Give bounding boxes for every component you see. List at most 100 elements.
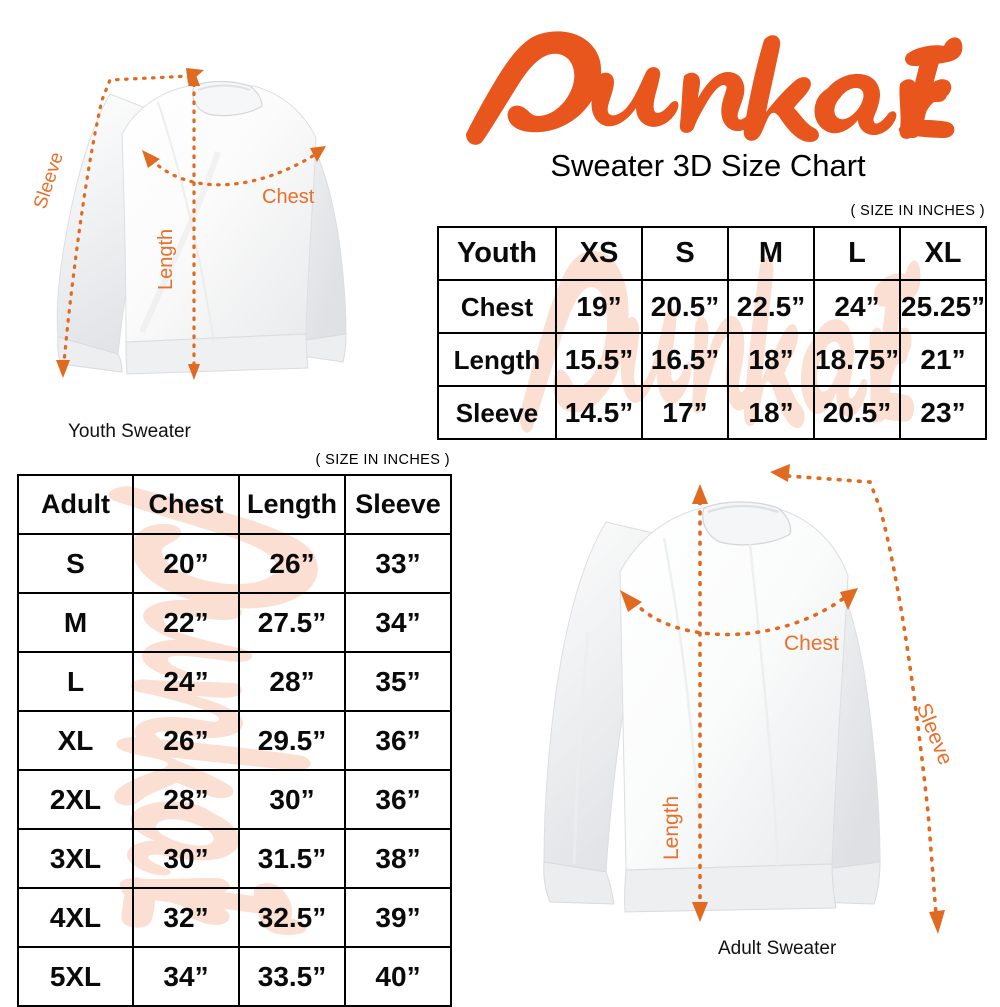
adult-cell-l-length: 28” bbox=[238, 651, 346, 712]
youth-row-header-sleeve: Sleeve bbox=[437, 385, 557, 440]
youth-column-header-xs: XS bbox=[555, 226, 643, 281]
youth-cell-chest-s: 20.5” bbox=[641, 279, 729, 334]
youth-header-row: Youth XS S M L XL bbox=[437, 226, 987, 281]
adult-sleeve-arrow-top bbox=[770, 464, 790, 482]
youth-cell-sleeve-xl: 23” bbox=[899, 385, 987, 440]
adult-cell-3xl-chest: 30” bbox=[132, 828, 240, 889]
table-row: 2XL 28” 30” 36” bbox=[17, 769, 452, 830]
adult-row-header-4xl: 4XL bbox=[17, 887, 134, 948]
adult-table-body: Adult Chest Length Sleeve S 20” 26” 33” M 22” 27.5… bbox=[17, 474, 452, 1007]
adult-cell-m-length: 27.5” bbox=[238, 592, 346, 653]
youth-sweater-graphic bbox=[56, 68, 347, 380]
adult-corner-label: Adult bbox=[17, 474, 134, 535]
adult-row-header-2xl: 2XL bbox=[17, 769, 134, 830]
adult-row-header-5xl: 5XL bbox=[17, 946, 134, 1007]
adult-cell-5xl-chest: 34” bbox=[132, 946, 240, 1007]
adult-length-arrow-top bbox=[692, 484, 708, 504]
adult-length-label: Length bbox=[660, 795, 683, 860]
youth-cell-chest-l: 24” bbox=[813, 279, 901, 334]
adult-cell-l-chest: 24” bbox=[132, 651, 240, 712]
dunkare-logo-graphic bbox=[466, 31, 963, 145]
youth-units-note: ( SIZE IN INCHES ) bbox=[850, 203, 985, 219]
adult-row-header-xl: XL bbox=[17, 710, 134, 771]
table-row: 4XL 32” 32.5” 39” bbox=[17, 887, 452, 948]
youth-sweater-illustration bbox=[18, 42, 418, 402]
adult-cell-s-sleeve: 33” bbox=[344, 533, 452, 594]
youth-cell-sleeve-xs: 14.5” bbox=[555, 385, 643, 440]
youth-cell-sleeve-l: 20.5” bbox=[813, 385, 901, 440]
adult-size-table: Adult Chest Length Sleeve S 20” 26” 33” M 22” 27.5… bbox=[17, 474, 452, 1007]
youth-cell-chest-m: 22.5” bbox=[727, 279, 815, 334]
adult-chest-dotted-line bbox=[632, 596, 846, 637]
youth-cell-sleeve-s: 17” bbox=[641, 385, 729, 440]
youth-column-header-xl: XL bbox=[899, 226, 987, 281]
adult-cell-4xl-sleeve: 39” bbox=[344, 887, 452, 948]
adult-cell-3xl-length: 31.5” bbox=[238, 828, 346, 889]
youth-corner-label: Youth bbox=[437, 226, 557, 281]
youth-cell-length-m: 18” bbox=[727, 332, 815, 387]
youth-table-body: Youth XS S M L XL Chest 19” 20.5” 22.5” 24” 25.25” L… bbox=[437, 226, 987, 440]
youth-row-header-chest: Chest bbox=[437, 279, 557, 334]
adult-cell-m-sleeve: 34” bbox=[344, 592, 452, 653]
table-row: XL 26” 29.5” 36” bbox=[17, 710, 452, 771]
youth-cell-chest-xs: 19” bbox=[555, 279, 643, 334]
youth-sweater-caption: Youth Sweater bbox=[68, 421, 191, 442]
adult-chest-arrow-right bbox=[840, 588, 858, 610]
youth-cell-length-xl: 21” bbox=[899, 332, 987, 387]
youth-column-header-l: L bbox=[813, 226, 901, 281]
adult-cell-5xl-sleeve: 40” bbox=[344, 946, 452, 1007]
youth-cell-length-s: 16.5” bbox=[641, 332, 729, 387]
youth-length-arrow-bottom bbox=[188, 364, 200, 380]
table-row: Length 15.5” 16.5” 18” 18.75” 21” bbox=[437, 332, 987, 387]
adult-cell-5xl-length: 33.5” bbox=[238, 946, 346, 1007]
adult-chest-arrow-left bbox=[620, 590, 642, 612]
adult-cell-xl-chest: 26” bbox=[132, 710, 240, 771]
youth-chest-arrow-left bbox=[142, 150, 160, 168]
adult-cell-4xl-length: 32.5” bbox=[238, 887, 346, 948]
youth-sleeve-arrow-bottom bbox=[56, 360, 70, 378]
adult-cell-m-chest: 22” bbox=[132, 592, 240, 653]
adult-cell-s-length: 26” bbox=[238, 533, 346, 594]
youth-column-header-s: S bbox=[641, 226, 729, 281]
adult-chest-label: Chest bbox=[784, 632, 839, 655]
table-row: M 22” 27.5” 34” bbox=[17, 592, 452, 653]
dunkare-logo bbox=[448, 22, 968, 147]
adult-length-arrow-bottom bbox=[692, 902, 708, 922]
adult-header-row: Adult Chest Length Sleeve bbox=[17, 474, 452, 535]
adult-cell-2xl-sleeve: 36” bbox=[344, 769, 452, 830]
adult-cell-2xl-length: 30” bbox=[238, 769, 346, 830]
adult-cell-3xl-sleeve: 38” bbox=[344, 828, 452, 889]
youth-row-header-length: Length bbox=[437, 332, 557, 387]
adult-sleeve-arrow-bottom bbox=[929, 910, 945, 934]
adult-cell-xl-length: 29.5” bbox=[238, 710, 346, 771]
table-row: 3XL 30” 31.5” 38” bbox=[17, 828, 452, 889]
table-row: S 20” 26” 33” bbox=[17, 533, 452, 594]
adult-cell-4xl-chest: 32” bbox=[132, 887, 240, 948]
youth-chest-arrow-right bbox=[310, 146, 326, 162]
adult-cell-s-chest: 20” bbox=[132, 533, 240, 594]
youth-cell-length-l: 18.75” bbox=[813, 332, 901, 387]
youth-cell-chest-xl: 25.25” bbox=[899, 279, 987, 334]
youth-length-label: Length bbox=[155, 228, 177, 290]
adult-sweater-illustration bbox=[488, 452, 988, 952]
adult-row-header-l: L bbox=[17, 651, 134, 712]
adult-sleeve-dotted-line bbox=[786, 474, 938, 916]
youth-chest-dotted-line bbox=[150, 152, 318, 187]
adult-cell-l-sleeve: 35” bbox=[344, 651, 452, 712]
table-row: L 24” 28” 35” bbox=[17, 651, 452, 712]
adult-sweater-caption: Adult Sweater bbox=[718, 938, 837, 959]
youth-size-table: Youth XS S M L XL Chest 19” 20.5” 22.5” 24” 25.25” L… bbox=[437, 226, 987, 440]
adult-cell-2xl-chest: 28” bbox=[132, 769, 240, 830]
table-row: Chest 19” 20.5” 22.5” 24” 25.25” bbox=[437, 279, 987, 334]
adult-column-header-sleeve: Sleeve bbox=[344, 474, 452, 535]
table-row: Sleeve 14.5” 17” 18” 20.5” 23” bbox=[437, 385, 987, 440]
youth-chest-label: Chest bbox=[262, 186, 315, 208]
adult-row-header-3xl: 3XL bbox=[17, 828, 134, 889]
adult-column-header-chest: Chest bbox=[132, 474, 240, 535]
youth-cell-sleeve-m: 18” bbox=[727, 385, 815, 440]
table-row: 5XL 34” 33.5” 40” bbox=[17, 946, 452, 1007]
youth-sleeve-arrow-top bbox=[186, 68, 204, 84]
adult-sweater-graphic bbox=[543, 464, 945, 934]
adult-units-note: ( SIZE IN INCHES ) bbox=[315, 452, 450, 468]
